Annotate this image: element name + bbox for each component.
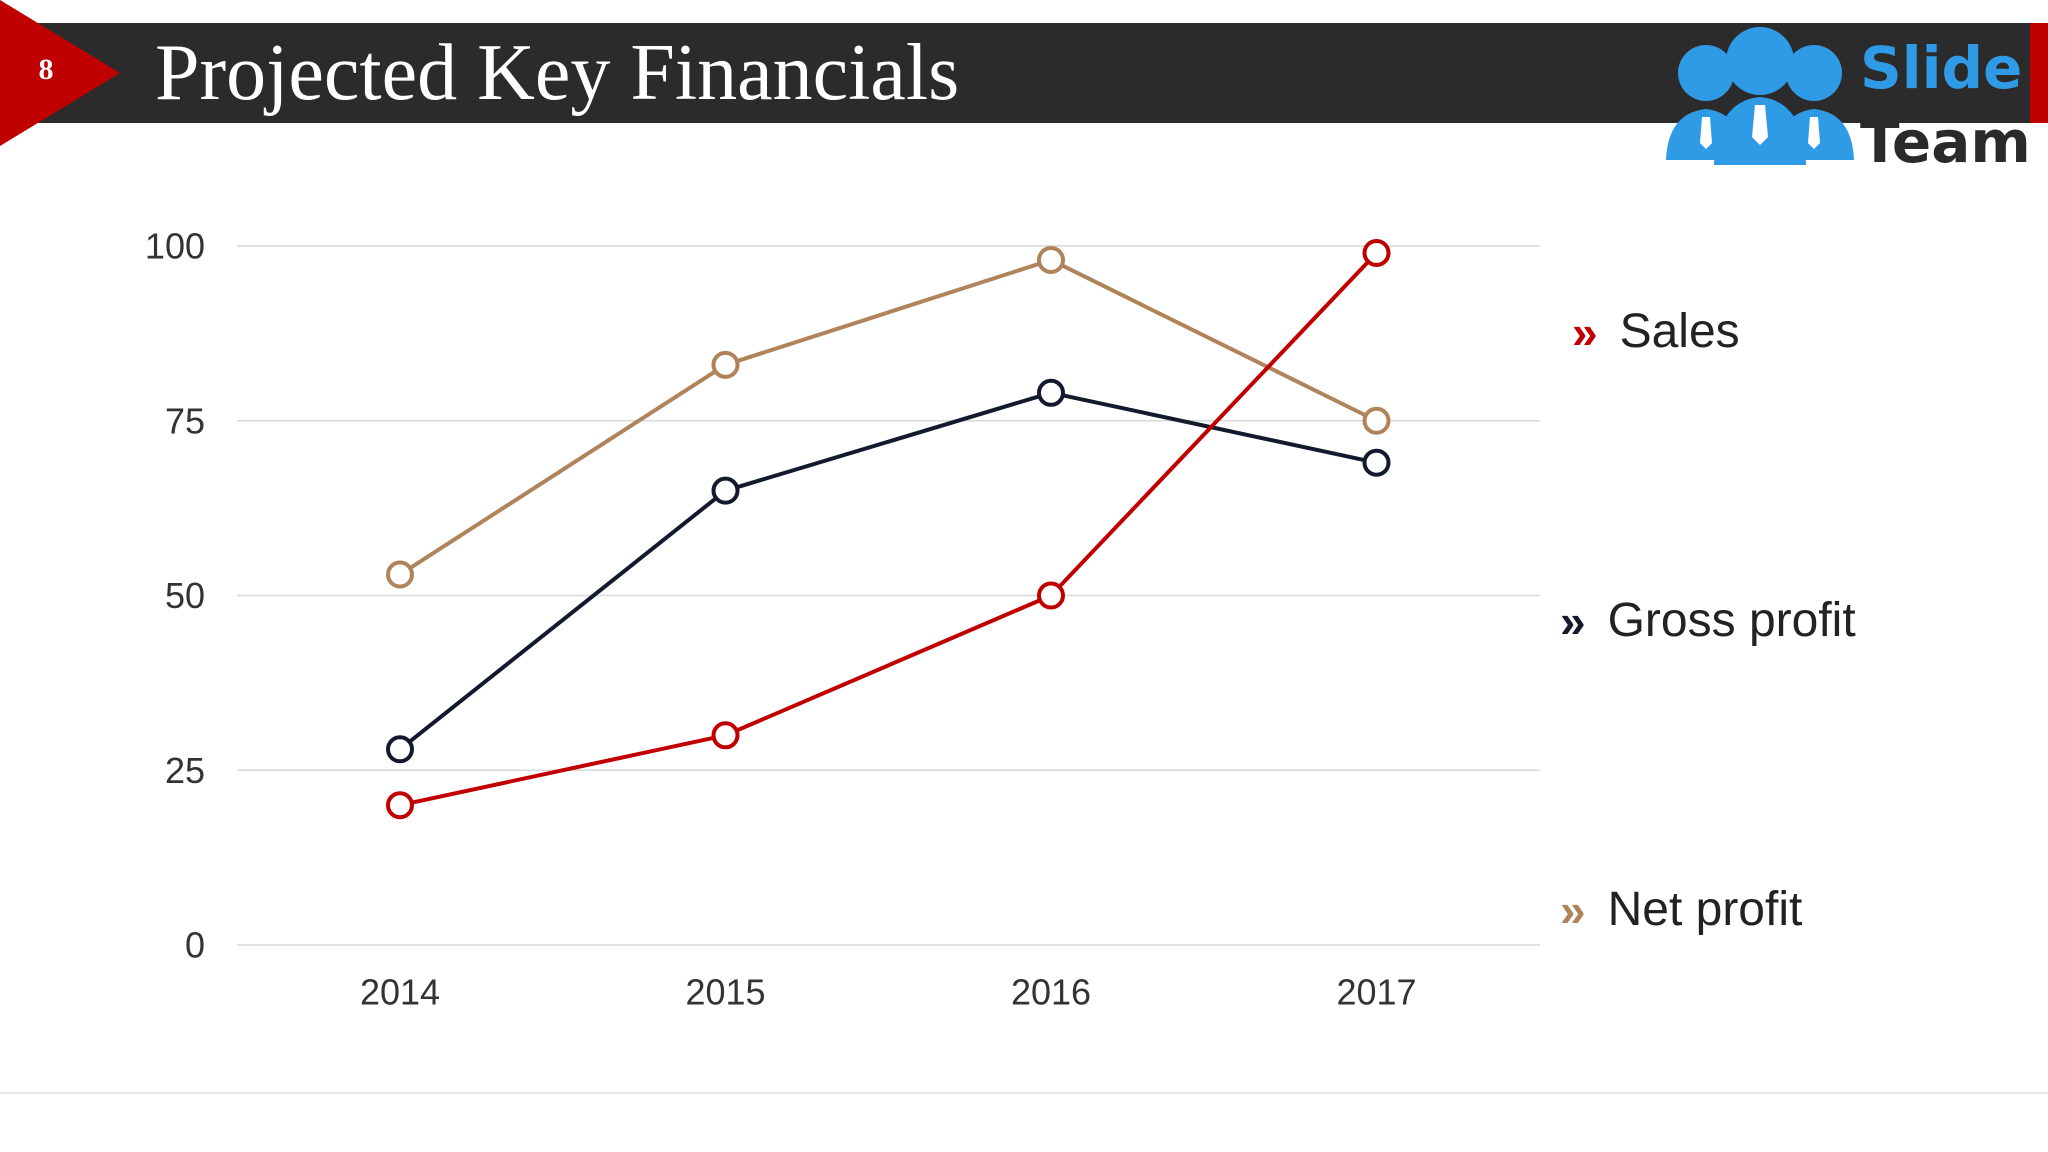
legend-item-sales: » Sales bbox=[1572, 308, 1740, 356]
y-tick-label: 0 bbox=[185, 925, 205, 966]
x-tick-label-2015: 2015 bbox=[685, 972, 765, 1013]
chart-gridlines bbox=[237, 245, 1540, 946]
chart-x-ticks: 2014 2015 2016 2017 bbox=[360, 972, 1417, 1013]
data-point-net-profit-2016 bbox=[1037, 245, 1065, 274]
x-tick-label-2017: 2017 bbox=[1336, 972, 1416, 1013]
data-point-sales-2017 bbox=[1362, 238, 1391, 267]
footer-divider bbox=[0, 1092, 2048, 1094]
x-tick-label-2016: 2016 bbox=[1011, 972, 1091, 1013]
data-point-gross-profit-2016 bbox=[1037, 378, 1065, 407]
x-tick-label-2014: 2014 bbox=[360, 972, 440, 1013]
chart-y-ticks: 0 25 50 75 100 bbox=[145, 226, 205, 966]
logo-text-team: Team bbox=[1860, 108, 2031, 176]
chevron-double-right-icon: » bbox=[1560, 595, 1586, 647]
header-accent-edge bbox=[2030, 23, 2048, 123]
y-tick-label: 25 bbox=[165, 750, 205, 791]
legend-item-gross-profit: » Gross profit bbox=[1560, 597, 1856, 645]
data-point-net-profit-2015 bbox=[711, 350, 740, 379]
data-point-sales-2015 bbox=[711, 721, 740, 750]
y-tick-label: 75 bbox=[165, 400, 205, 441]
chevron-double-right-icon: » bbox=[1560, 884, 1586, 936]
legend-label: Net profit bbox=[1607, 883, 1803, 936]
legend-label: Sales bbox=[1619, 305, 1740, 358]
data-point-gross-profit-2014 bbox=[386, 735, 414, 764]
slide-team-logo-icon bbox=[1666, 27, 1854, 165]
data-point-net-profit-2017 bbox=[1362, 406, 1391, 435]
y-tick-label: 50 bbox=[165, 575, 205, 616]
data-point-gross-profit-2015 bbox=[711, 476, 740, 505]
series-line-sales bbox=[399, 251, 1378, 808]
series-line-net-profit bbox=[398, 257, 1378, 577]
slide-number-badge: 8 bbox=[0, 0, 120, 146]
series-line-gross-profit bbox=[398, 390, 1377, 751]
chart-series bbox=[386, 238, 1391, 820]
data-point-gross-profit-2017 bbox=[1362, 448, 1391, 477]
data-point-sales-2016 bbox=[1037, 581, 1065, 610]
y-tick-label: 100 bbox=[145, 226, 205, 267]
legend-label: Gross profit bbox=[1607, 594, 1856, 647]
data-point-net-profit-2014 bbox=[386, 560, 414, 589]
logo-text-slide: Slide bbox=[1860, 34, 2023, 102]
slide-number: 8 bbox=[38, 53, 54, 86]
data-point-sales-2014 bbox=[386, 791, 414, 820]
page-title: Projected Key Financials bbox=[155, 29, 960, 117]
chevron-double-right-icon: » bbox=[1572, 306, 1598, 358]
legend-item-net-profit: » Net profit bbox=[1560, 886, 1802, 934]
badge-triangle bbox=[0, 0, 120, 146]
